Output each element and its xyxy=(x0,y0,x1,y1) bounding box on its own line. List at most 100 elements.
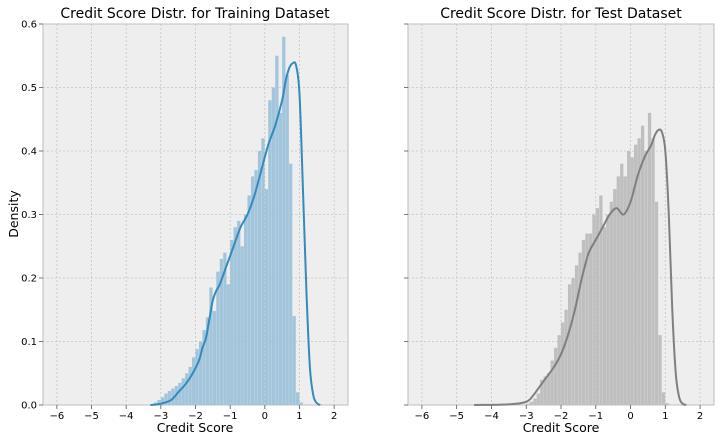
histogram-bar xyxy=(268,100,272,405)
x-tick-label: −4 xyxy=(484,411,499,422)
histogram-bar xyxy=(578,252,582,405)
x-tick-label: −3 xyxy=(519,411,534,422)
histogram-bar xyxy=(257,151,262,405)
histogram-bar xyxy=(606,214,610,405)
histogram-bar xyxy=(250,176,255,405)
x-tick-label: −6 xyxy=(49,411,64,422)
histogram-bar xyxy=(529,401,533,405)
histogram-bar xyxy=(278,112,282,406)
x-axis-label-test: Credit Score xyxy=(523,420,600,435)
y-tick-label: 0.4 xyxy=(21,147,37,158)
x-tick-label: −2 xyxy=(554,411,569,422)
x-tick-label: −3 xyxy=(153,411,168,422)
histogram-bar xyxy=(240,246,244,405)
histogram-bar xyxy=(602,227,607,405)
histogram-bar xyxy=(216,271,220,405)
y-axis-label: Density xyxy=(6,190,21,238)
histogram-bar xyxy=(651,138,655,406)
panel-training: −6 −5 −4 −3 −2 −1 0 1 2 0.0 0.1 0.2 0.3 0.4 0.5 0.6 Cr… xyxy=(6,6,349,435)
x-tick-label: −4 xyxy=(119,411,134,422)
histogram-bar xyxy=(661,392,666,405)
histogram-bar xyxy=(264,189,269,405)
histogram-bar xyxy=(533,398,537,405)
histogram-bar xyxy=(237,220,241,405)
x-tick-label: −6 xyxy=(415,411,430,422)
histogram-bar xyxy=(223,252,227,405)
histogram-bar xyxy=(627,151,631,405)
chart-title-training: Credit Score Distr. for Training Dataset xyxy=(60,6,330,22)
histogram-bar xyxy=(202,330,206,405)
histogram-bar xyxy=(254,170,258,405)
histogram-bar xyxy=(285,74,289,406)
histogram-bar xyxy=(209,287,213,405)
xticks-training: −6 −5 −4 −3 −2 −1 0 1 2 xyxy=(49,405,337,422)
histogram-bar xyxy=(654,201,659,405)
y-tick-label: 0.2 xyxy=(21,274,37,285)
histogram-bar xyxy=(564,309,568,405)
histogram-bar xyxy=(658,335,662,405)
histogram-bar xyxy=(205,317,210,405)
histogram-bar xyxy=(613,189,617,405)
histogram-bar xyxy=(620,163,624,405)
histogram-bar xyxy=(665,403,669,405)
x-tick-label: −2 xyxy=(188,411,203,422)
histogram-bar xyxy=(581,239,586,405)
chart-title-test: Credit Score Distr. for Test Dataset xyxy=(440,6,682,22)
histogram-bar xyxy=(299,402,303,405)
x-tick-label: 0 xyxy=(262,411,268,422)
histogram-bar xyxy=(554,347,558,405)
histogram-bar xyxy=(160,397,165,405)
histogram-bar xyxy=(289,163,293,405)
y-tick-label: 0.0 xyxy=(21,401,37,412)
histogram-bar xyxy=(647,112,652,406)
x-tick-label: 1 xyxy=(662,411,668,422)
histogram-bar xyxy=(547,373,551,405)
histogram-bar xyxy=(599,195,603,405)
histogram-bar xyxy=(557,335,561,405)
histogram-bar xyxy=(164,393,168,405)
panel-test: −6 −5 −4 −3 −2 −1 0 1 2 Credit Score Distr. for … xyxy=(404,6,715,435)
histogram-bar xyxy=(644,151,648,405)
histogram-bar xyxy=(178,382,182,405)
histogram-bar xyxy=(296,392,300,405)
histogram-bar xyxy=(637,138,641,406)
histogram-bar xyxy=(292,316,296,405)
histogram-bar xyxy=(195,349,199,405)
histogram-bar xyxy=(192,357,196,405)
histogram-bar xyxy=(526,403,530,405)
histogram-bar xyxy=(282,36,286,405)
bars-training xyxy=(153,36,303,406)
histogram-bar xyxy=(226,284,230,405)
histogram-bar xyxy=(585,233,589,405)
histogram-bar xyxy=(261,138,265,406)
histogram-bar xyxy=(212,311,217,405)
histogram-bar xyxy=(543,376,547,405)
histogram-bar xyxy=(198,341,203,405)
histogram-bar xyxy=(567,284,572,405)
histogram-bar xyxy=(167,391,172,405)
x-tick-label: 0 xyxy=(627,411,633,422)
histogram-bar xyxy=(244,214,248,405)
histogram-bar xyxy=(634,144,638,405)
histogram-bar xyxy=(616,176,620,405)
x-axis-label-training: Credit Score xyxy=(157,420,234,435)
histogram-bar xyxy=(171,388,175,405)
x-tick-label: 2 xyxy=(331,411,337,422)
histogram-bar xyxy=(230,239,234,405)
histogram-bar xyxy=(233,227,237,405)
histogram-bar xyxy=(275,55,279,405)
histogram-bar xyxy=(157,399,161,405)
histogram-bar xyxy=(181,378,185,405)
kde-line-training xyxy=(150,61,321,406)
histogram-bar xyxy=(550,360,554,405)
histogram-bar xyxy=(219,258,224,405)
histogram-bar xyxy=(574,265,579,405)
histogram-bar xyxy=(271,87,276,405)
histogram-bar xyxy=(623,176,627,405)
x-tick-label: −1 xyxy=(223,411,238,422)
histogram-bar xyxy=(185,373,189,405)
histogram-bar xyxy=(571,278,575,405)
yticks-training: 0.0 0.1 0.2 0.3 0.4 0.5 0.6 xyxy=(21,20,43,412)
histogram-bar xyxy=(595,208,600,405)
